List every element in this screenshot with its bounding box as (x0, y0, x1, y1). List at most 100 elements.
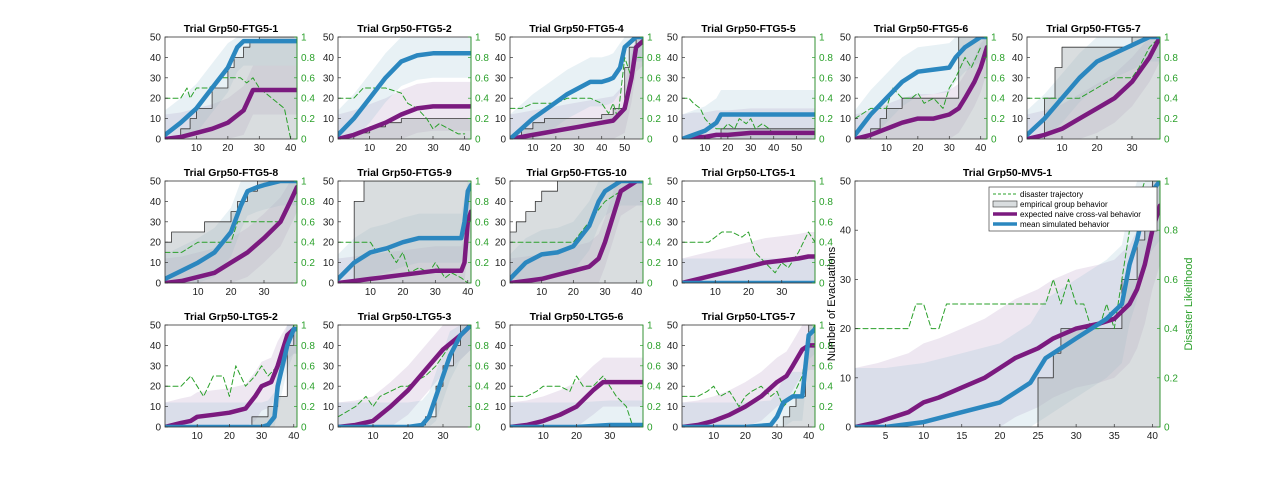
y2-tick-label: 0.4 (475, 94, 489, 105)
y-tick-label: 10 (667, 258, 679, 269)
y2-tick-label: 0.8 (819, 53, 833, 64)
y-tick-label: 30 (150, 73, 162, 84)
y2-tick-label: 0.2 (1164, 373, 1178, 384)
legend-label: expected naive cross-val behavior (1020, 210, 1141, 219)
x-tick-label: 30 (745, 143, 757, 154)
y-tick-label: 40 (323, 197, 335, 208)
y-tick-label: 10 (495, 114, 507, 125)
x-tick-label: 30 (437, 431, 449, 442)
y2-tick-label: 0.6 (1164, 275, 1178, 286)
y2-tick-label: 0.8 (647, 197, 661, 208)
y-axis-label: Number of Evacuations (826, 246, 838, 361)
series-expected-naive-cross-val-behavior (510, 379, 643, 427)
y-tick-label: 20 (323, 238, 335, 249)
y-tick-label: 40 (667, 53, 679, 64)
y-tick-label: 40 (150, 53, 162, 64)
panel-trial-grp50-ftg5-2: 0 10 20 30 40 50 0 0.2 0.4 0.6 0.8 1 10 20 30 40 Trial G… (323, 23, 489, 154)
y2-tick-label: 0 (301, 135, 307, 146)
x-tick-label: 20 (550, 143, 562, 154)
plot-area (338, 181, 471, 283)
panel-trial-grp50-ftg5-1: 0 10 20 30 40 50 0 0.2 0.4 0.6 0.8 1 10 20 30 40 Trial G… (150, 23, 315, 154)
series-empirical-group-behavior (165, 181, 297, 243)
x-tick-label: 30 (430, 287, 442, 298)
y2-tick-label: 0.6 (819, 217, 833, 228)
x-tick-label: 40 (459, 143, 471, 154)
x-tick-label: 10 (191, 143, 203, 154)
series-expected-naive-cross-val-behavior (510, 181, 643, 283)
empirical-area (338, 181, 471, 283)
y2-tick-label: 0.6 (475, 217, 489, 228)
band-mean-simulated-behavior (165, 37, 297, 139)
y-tick-label: 20 (667, 94, 679, 105)
y-tick-label: 20 (667, 382, 679, 393)
y-tick-label: 20 (495, 382, 507, 393)
panel-trial-grp50-ftg5-6: 0 10 20 30 40 50 0 0.2 0.4 0.6 0.8 1 10 20 30 40 Trial G… (840, 23, 1005, 154)
y2-tick-label: 0.2 (475, 114, 489, 125)
chart-title: Trial Grp50-FTG5-2 (357, 23, 452, 35)
legend-label: mean simulated behavior (1020, 220, 1110, 229)
panel-trial-grp50-ftg5-8: 0 10 20 30 40 50 0 0.2 0.4 0.6 0.8 1 10 20 30 Trial Grp… (150, 167, 315, 298)
y-tick-label: 0 (500, 423, 506, 434)
x-tick-label: 30 (604, 431, 616, 442)
legend-swatch-empirical-group-behavior (992, 200, 1018, 208)
y-tick-label: 40 (840, 53, 852, 64)
x-tick-label: 20 (994, 431, 1006, 442)
series-mean-simulated-behavior (338, 51, 471, 138)
y-tick-label: 50 (323, 33, 335, 44)
series-disaster-trajectory (510, 375, 643, 427)
y-tick-label: 50 (495, 33, 507, 44)
y-tick-label: 20 (667, 238, 679, 249)
plot-area (1027, 37, 1160, 139)
x-tick-label: 40 (285, 143, 297, 154)
y-tick-label: 0 (328, 423, 334, 434)
plot-layer (510, 181, 643, 283)
y2-tick-label: 0.8 (819, 341, 833, 352)
series-expected-naive-cross-val-behavior (165, 326, 297, 427)
y-tick-label: 50 (495, 177, 507, 188)
y2-tick-label: 0 (819, 279, 825, 290)
x-tick-label: 20 (402, 431, 414, 442)
y2-tick-label: 0.4 (475, 238, 489, 249)
y-tick-label: 30 (323, 73, 335, 84)
series-expected-naive-cross-val-behavior (338, 209, 471, 283)
x-tick-label: 20 (1091, 143, 1103, 154)
empirical-area (1027, 37, 1160, 139)
y-tick-label: 0 (672, 423, 678, 434)
x-tick-label: 30 (258, 287, 270, 298)
series-disaster-trajectory (165, 325, 295, 397)
y2-tick-label: 0.6 (647, 73, 661, 84)
band-mean-simulated-behavior (165, 325, 297, 427)
y-tick-label: 40 (1012, 53, 1024, 64)
y-tick-label: 0 (1017, 135, 1023, 146)
y-tick-label: 30 (1012, 73, 1024, 84)
y-tick-label: 30 (323, 361, 335, 372)
empirical-area (165, 325, 297, 427)
y2-tick-label: 0.6 (301, 73, 315, 84)
y-tick-label: 0 (845, 423, 851, 434)
y2-tick-label: 1 (819, 33, 825, 44)
panel-trial-grp50-ltg5-7: 0 10 20 30 40 50 0 0.2 0.4 0.6 0.8 1 10 20 30 40 Trial G… (667, 311, 833, 442)
y2-tick-label: 1 (647, 321, 653, 332)
series-disaster-trajectory (855, 181, 1160, 330)
x-tick-label: 10 (192, 287, 204, 298)
y2-tick-label: 0 (301, 279, 307, 290)
x-tick-label: 20 (743, 287, 755, 298)
x-tick-label: 15 (956, 431, 968, 442)
band-mean-simulated-behavior (1027, 37, 1160, 139)
y2-tick-label: 1 (647, 177, 653, 188)
y2-tick-label: 0 (819, 423, 825, 434)
y-tick-label: 50 (150, 177, 162, 188)
x-tick-label: 40 (1147, 431, 1159, 442)
band-expected-naive-cross-val-behavior (855, 181, 1160, 427)
x-tick-label: 50 (791, 143, 803, 154)
series-empirical-group-behavior (165, 325, 297, 427)
y2-tick-label: 0.2 (647, 114, 661, 125)
series-expected-naive-cross-val-behavior (510, 38, 643, 139)
y-tick-label: 30 (840, 73, 852, 84)
y-tick-label: 50 (667, 321, 679, 332)
x-tick-label: 10 (708, 431, 720, 442)
x-tick-label: 40 (596, 143, 608, 154)
y2-tick-label: 0.2 (475, 402, 489, 413)
x-tick-label: 30 (599, 287, 611, 298)
